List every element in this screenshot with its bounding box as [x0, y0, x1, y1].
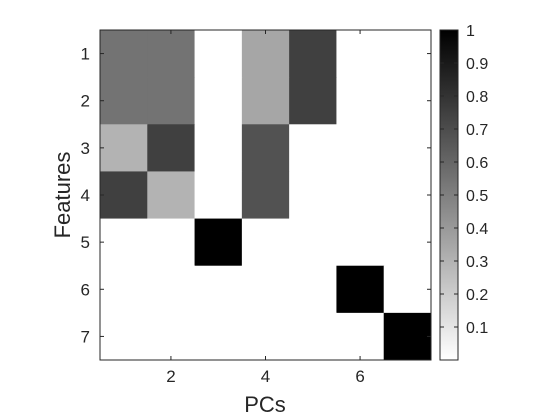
heatmap-cell — [383, 312, 432, 361]
colorbar-tick-label: 1 — [466, 23, 475, 40]
colorbar-tick-label: 0.3 — [466, 254, 488, 271]
y-tick-label: 4 — [81, 186, 90, 205]
y-tick-label: 2 — [81, 92, 90, 111]
heatmap-cell — [289, 171, 337, 220]
heatmap-cell — [100, 124, 148, 172]
y-axis-label: Features — [50, 152, 75, 239]
y-axis-ticks: 1 2 3 4 5 6 7 — [81, 45, 431, 346]
heatmap-cell — [147, 312, 196, 361]
y-tick-label: 1 — [81, 45, 90, 64]
heatmap-cell — [194, 124, 243, 172]
x-tick-label: 2 — [166, 367, 175, 386]
heatmap-cell — [100, 77, 148, 125]
x-tick-label: 4 — [261, 367, 270, 386]
colorbar-ticks: 0.1 0.2 0.3 0.4 0.5 0.6 0.7 0.8 0.9 1 — [440, 23, 488, 337]
x-axis-label: PCs — [244, 392, 286, 417]
heatmap-cell — [383, 265, 432, 314]
heatmap-cell — [100, 30, 148, 78]
heatmap-cell — [383, 124, 432, 172]
heatmap-cell — [147, 124, 196, 172]
heatmap-cell — [194, 218, 243, 267]
heatmap-cell — [336, 171, 385, 220]
heatmap-cell — [241, 265, 290, 314]
heatmap-cell — [100, 171, 148, 220]
heatmap-cell — [241, 77, 290, 125]
heatmap-cell — [241, 171, 290, 220]
heatmap-cell — [194, 77, 243, 125]
heatmap-cell — [289, 218, 337, 267]
y-tick-label: 3 — [81, 139, 90, 158]
heatmap-cell — [336, 265, 385, 314]
x-tick-label: 6 — [355, 367, 364, 386]
heatmap-cell — [383, 77, 432, 125]
heatmap-cell — [194, 30, 243, 78]
heatmap-cell — [336, 30, 385, 78]
heatmap-cell — [289, 312, 337, 361]
heatmap-cell — [336, 124, 385, 172]
x-axis-ticks: 2 4 6 — [166, 30, 365, 386]
heatmap-cell — [289, 77, 337, 125]
heatmap-cell — [194, 312, 243, 361]
colorbar-tick-label: 0.2 — [466, 287, 488, 304]
y-tick-label: 5 — [81, 233, 90, 252]
heatmap-cell — [336, 218, 385, 267]
heatmap-cell — [383, 171, 432, 220]
heatmap-cell — [241, 218, 290, 267]
colorbar-tick-label: 0.1 — [466, 320, 488, 337]
heatmap-cell — [241, 124, 290, 172]
heatmap-cell — [289, 30, 337, 78]
heatmap-cell — [100, 218, 148, 267]
heatmap-cell — [241, 30, 290, 78]
colorbar-tick-label: 0.9 — [466, 56, 488, 73]
colorbar-tick-label: 0.8 — [466, 89, 488, 106]
heatmap-cell — [147, 265, 196, 314]
heatmap-cell — [383, 30, 432, 78]
heatmap-cell — [336, 77, 385, 125]
heatmap-cell — [147, 77, 196, 125]
heatmap-cell — [147, 30, 196, 78]
heatmap-cell — [147, 171, 196, 220]
heatmap-cell — [289, 265, 337, 314]
heatmap-cell — [194, 265, 243, 314]
heatmap-cell — [100, 312, 148, 361]
heatmap-cell — [100, 265, 148, 314]
colorbar-tick-label: 0.5 — [466, 188, 488, 205]
heatmap-cell — [147, 218, 196, 267]
heatmap-cell — [241, 312, 290, 361]
colorbar-tick-label: 0.6 — [466, 155, 488, 172]
heatmap-cell — [383, 218, 432, 267]
heatmap-cell — [289, 124, 337, 172]
colorbar-tick-label: 0.7 — [466, 122, 488, 139]
heatmap-cells — [100, 30, 432, 361]
y-tick-label: 6 — [81, 280, 90, 299]
heatmap-cell — [194, 171, 243, 220]
colorbar-tick-label: 0.4 — [466, 221, 488, 238]
heatmap-cell — [336, 312, 385, 361]
y-tick-label: 7 — [81, 327, 90, 346]
